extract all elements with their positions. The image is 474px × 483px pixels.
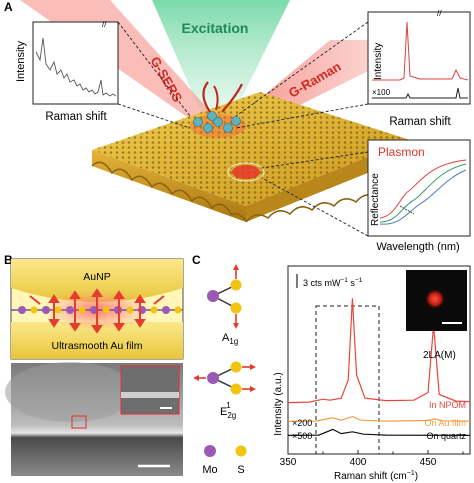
mode-a1g: [207, 264, 242, 329]
gold-slab-front: [92, 150, 246, 222]
raman-chart: 350 400 450 3 cts mW−1 s−1 2LA(M) In NPOM …: [273, 265, 471, 482]
inset-right-spectrum-bottom: [372, 87, 468, 99]
inset-left-xlabel: Raman shift: [45, 111, 107, 123]
panel-a-letter: A: [4, 0, 13, 14]
chart-ylabel: Intensity (a.u.): [273, 372, 284, 435]
b-field-arrows: [29, 288, 165, 334]
emission-arrow-left: [202, 81, 211, 113]
series-line-on-au-film: [287, 415, 471, 422]
emission-arrow-mid: [213, 85, 219, 111]
leader-lines: [117, 21, 369, 237]
reflect-curve-green: [379, 163, 467, 223]
x-tick-label: 400: [350, 457, 367, 468]
reflect-curve-blue: [379, 169, 467, 225]
x-tick-label: 450: [420, 457, 437, 468]
b-tem-inset-band: [121, 392, 179, 398]
chart-xlabel: Raman shift (cm−1): [334, 470, 418, 482]
plasmon-ring: [227, 162, 265, 182]
panel-a: A Excitation G-SERS G-Raman: [4, 0, 471, 253]
peak-label-2la: 2LA(M): [423, 350, 456, 361]
plasmon-label: Plasmon: [378, 145, 425, 159]
gold-slab-top-dots: [92, 92, 410, 206]
panel-b: B AuNP Ultrasmooth Au film: [4, 253, 184, 476]
inset-right-ylabel: Intensity: [373, 43, 384, 80]
panel-c-modes: C A1g E2g1: [192, 253, 256, 476]
inset-right-scale: ×100: [372, 88, 391, 97]
b-film-label: Ultrasmooth Au film: [51, 340, 142, 352]
molecules: [193, 111, 241, 133]
inset-left: Intensity Raman shift //: [15, 20, 119, 123]
plasmon-spot: [232, 165, 260, 179]
inset-right-spectrum-top: [372, 21, 469, 81]
legend-mo-dot: [204, 445, 216, 457]
series-line-in-npom: [287, 298, 471, 404]
intensity-scale-text: 3 cts mW−1 s−1: [303, 277, 363, 288]
mode-a1g-label: A1g: [222, 332, 238, 346]
panel-c-letter: C: [192, 253, 201, 267]
series-line-on-quartz: [287, 428, 471, 436]
reflect-curve-red: [379, 159, 467, 219]
chart-highlight-box: [315, 305, 380, 455]
emission-arrow-right: [221, 83, 243, 113]
inset-reflect-ylabel: Reflectance: [370, 173, 381, 226]
b-aunp-label: AuNP: [83, 271, 110, 283]
series-label-aufilm: On Au film: [424, 418, 466, 428]
inset-right-break: //: [437, 9, 442, 18]
excitation-label: Excitation: [182, 20, 249, 36]
legend-s-dot: [235, 445, 247, 457]
b-tem-roi: [71, 415, 87, 429]
excitation-beam: [152, 0, 290, 122]
mode-e2g: [193, 361, 256, 395]
inset-reflect-xlabel: Wavelength (nm): [376, 241, 459, 253]
inset-right-xlabel: Raman shift: [389, 116, 451, 128]
reflect-arrow: [399, 205, 415, 215]
b-aunp: [11, 259, 183, 302]
legend-s-label: S: [237, 464, 244, 476]
multiplier-quartz: ×500: [292, 431, 312, 441]
panel-b-letter: B: [4, 253, 13, 267]
series-label-npom: In NPOM: [429, 400, 466, 410]
inset-right: ×100 Intensity Raman shift //: [367, 9, 471, 128]
x-tick-label: 350: [280, 457, 297, 468]
series-label-quartz: On quartz: [426, 431, 466, 441]
inset-left-ylabel: Intensity: [15, 41, 27, 82]
darkfield-spot: [425, 289, 445, 309]
inset-left-break: //: [102, 20, 107, 29]
legend-mo-label: Mo: [202, 464, 217, 476]
b-tem-particle: [5, 362, 135, 422]
gold-slab-scallops: [91, 161, 247, 221]
b-tem-inset: [120, 365, 180, 415]
inset-reflectance: Plasmon Reflectance Wavelength (nm): [367, 139, 471, 253]
chart-series-layer: [287, 298, 471, 436]
inset-left-spectrum: [35, 37, 117, 97]
mode-e2g-label: E2g1: [220, 401, 236, 420]
chart-tick-layer: 350 400 450: [280, 450, 464, 468]
multiplier-aufilm: ×200: [292, 418, 312, 428]
